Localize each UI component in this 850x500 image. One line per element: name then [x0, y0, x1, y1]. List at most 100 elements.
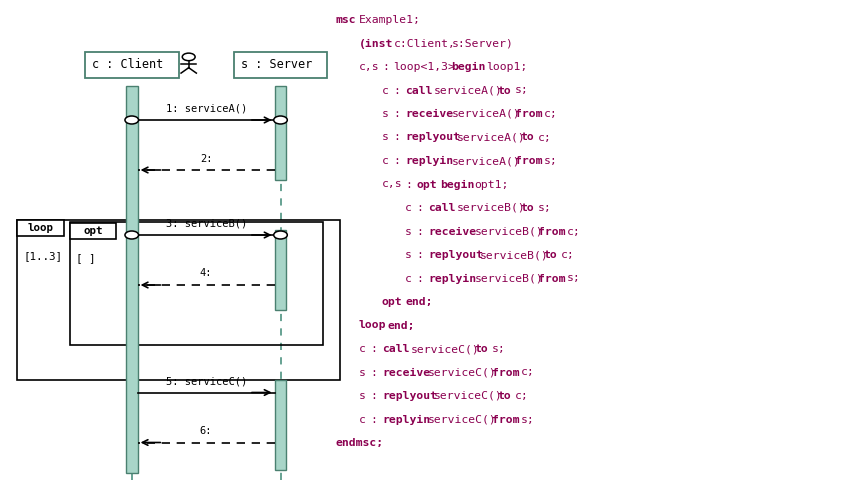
Text: (inst: (inst [359, 38, 394, 48]
Text: call: call [428, 203, 456, 213]
Text: c : Client: c : Client [92, 58, 163, 71]
Text: s;: s; [538, 203, 552, 213]
Text: :: : [405, 180, 412, 190]
Text: replyin: replyin [405, 156, 453, 166]
Text: c: c [405, 203, 412, 213]
Text: s: s [382, 132, 388, 142]
Text: loop<1,3>: loop<1,3> [394, 62, 456, 72]
Text: end;: end; [405, 297, 433, 307]
Text: :: : [394, 86, 400, 96]
Text: 6:: 6: [200, 426, 212, 436]
Text: loop1;: loop1; [486, 62, 527, 72]
Text: opt: opt [382, 297, 403, 307]
Text: loop: loop [27, 223, 54, 233]
Bar [70, 222, 323, 345]
Text: s: s [382, 109, 388, 119]
Text: serviceB(): serviceB() [457, 203, 526, 213]
Text: 1: serviceA(): 1: serviceA() [166, 104, 246, 114]
Text: c:Client,: c:Client, [394, 38, 456, 48]
Text: serviceC(): serviceC() [428, 368, 497, 378]
Text: c;: c; [521, 368, 535, 378]
Text: c,s: c,s [382, 180, 403, 190]
Text: s: s [359, 391, 366, 401]
Text: from: from [538, 226, 565, 236]
Text: c;: c; [544, 109, 558, 119]
Text: opt: opt [416, 180, 437, 190]
Text: :: : [394, 156, 400, 166]
Text: replyout: replyout [428, 250, 484, 260]
Text: c;: c; [567, 226, 581, 236]
Text: from: from [515, 109, 542, 119]
Text: c: c [405, 274, 412, 283]
Text: :: : [371, 344, 377, 354]
Bar [234, 52, 327, 78]
Circle shape [125, 116, 139, 124]
Text: serviceA(): serviceA() [451, 109, 520, 119]
Text: c;: c; [561, 250, 575, 260]
Text: from: from [492, 368, 519, 378]
Text: serviceC(): serviceC() [434, 391, 502, 401]
Text: c: c [359, 344, 366, 354]
Text: 3: serviceB(): 3: serviceB() [166, 218, 246, 228]
Text: :: : [371, 368, 377, 378]
Text: replyin: replyin [428, 274, 476, 283]
Text: s: s [405, 250, 412, 260]
Circle shape [274, 116, 287, 124]
Text: serviceB(): serviceB() [474, 226, 543, 236]
Text: s;: s; [544, 156, 558, 166]
Text: [1..3]: [1..3] [24, 251, 63, 261]
Text: serviceC(): serviceC() [428, 414, 497, 424]
Text: c;: c; [515, 391, 529, 401]
Text: from: from [515, 156, 542, 166]
Text: :: : [416, 226, 423, 236]
Text: serviceA(): serviceA() [434, 86, 502, 96]
Text: opt: opt [83, 226, 103, 235]
Text: replyout: replyout [382, 391, 437, 401]
Bar [275, 86, 286, 180]
Text: receive: receive [405, 109, 453, 119]
Text: s: s [405, 226, 412, 236]
Text: replyout: replyout [405, 132, 460, 142]
Text: :: : [416, 203, 423, 213]
Text: msc: msc [336, 15, 356, 25]
Bar [85, 52, 178, 78]
Text: s;: s; [492, 344, 506, 354]
Text: s;: s; [567, 274, 581, 283]
Text: serviceB(): serviceB() [480, 250, 549, 260]
Text: serviceC(): serviceC() [411, 344, 479, 354]
Text: from: from [492, 414, 519, 424]
Text: s;: s; [521, 414, 535, 424]
Text: begin: begin [451, 62, 485, 72]
Text: c: c [382, 86, 388, 96]
Text: :: : [394, 132, 400, 142]
Text: to: to [474, 344, 488, 354]
Text: 4:: 4: [200, 268, 212, 278]
Text: :: : [371, 391, 377, 401]
Text: c;: c; [538, 132, 552, 142]
Text: :: : [394, 109, 400, 119]
Text: :: : [416, 250, 423, 260]
Text: begin: begin [439, 180, 474, 190]
Circle shape [274, 231, 287, 239]
Text: from: from [538, 274, 565, 283]
Bar [275, 230, 286, 310]
Bar [126, 86, 138, 472]
Text: to: to [544, 250, 558, 260]
Text: s : Server: s : Server [241, 58, 312, 71]
Text: c: c [382, 156, 388, 166]
Text: end;: end; [388, 320, 416, 330]
Bar [17, 220, 340, 380]
Text: serviceA(): serviceA() [451, 156, 520, 166]
Text: serviceB(): serviceB() [474, 274, 543, 283]
Bar [70, 222, 116, 238]
Text: [ ]: [ ] [76, 254, 96, 264]
Text: opt1;: opt1; [474, 180, 509, 190]
Bar [17, 220, 64, 236]
Text: s;: s; [515, 86, 529, 96]
Text: :: : [371, 414, 377, 424]
Text: to: to [497, 391, 512, 401]
Text: to: to [521, 203, 535, 213]
Text: call: call [382, 344, 410, 354]
Text: 2:: 2: [200, 154, 212, 164]
Text: s:Server): s:Server) [451, 38, 513, 48]
